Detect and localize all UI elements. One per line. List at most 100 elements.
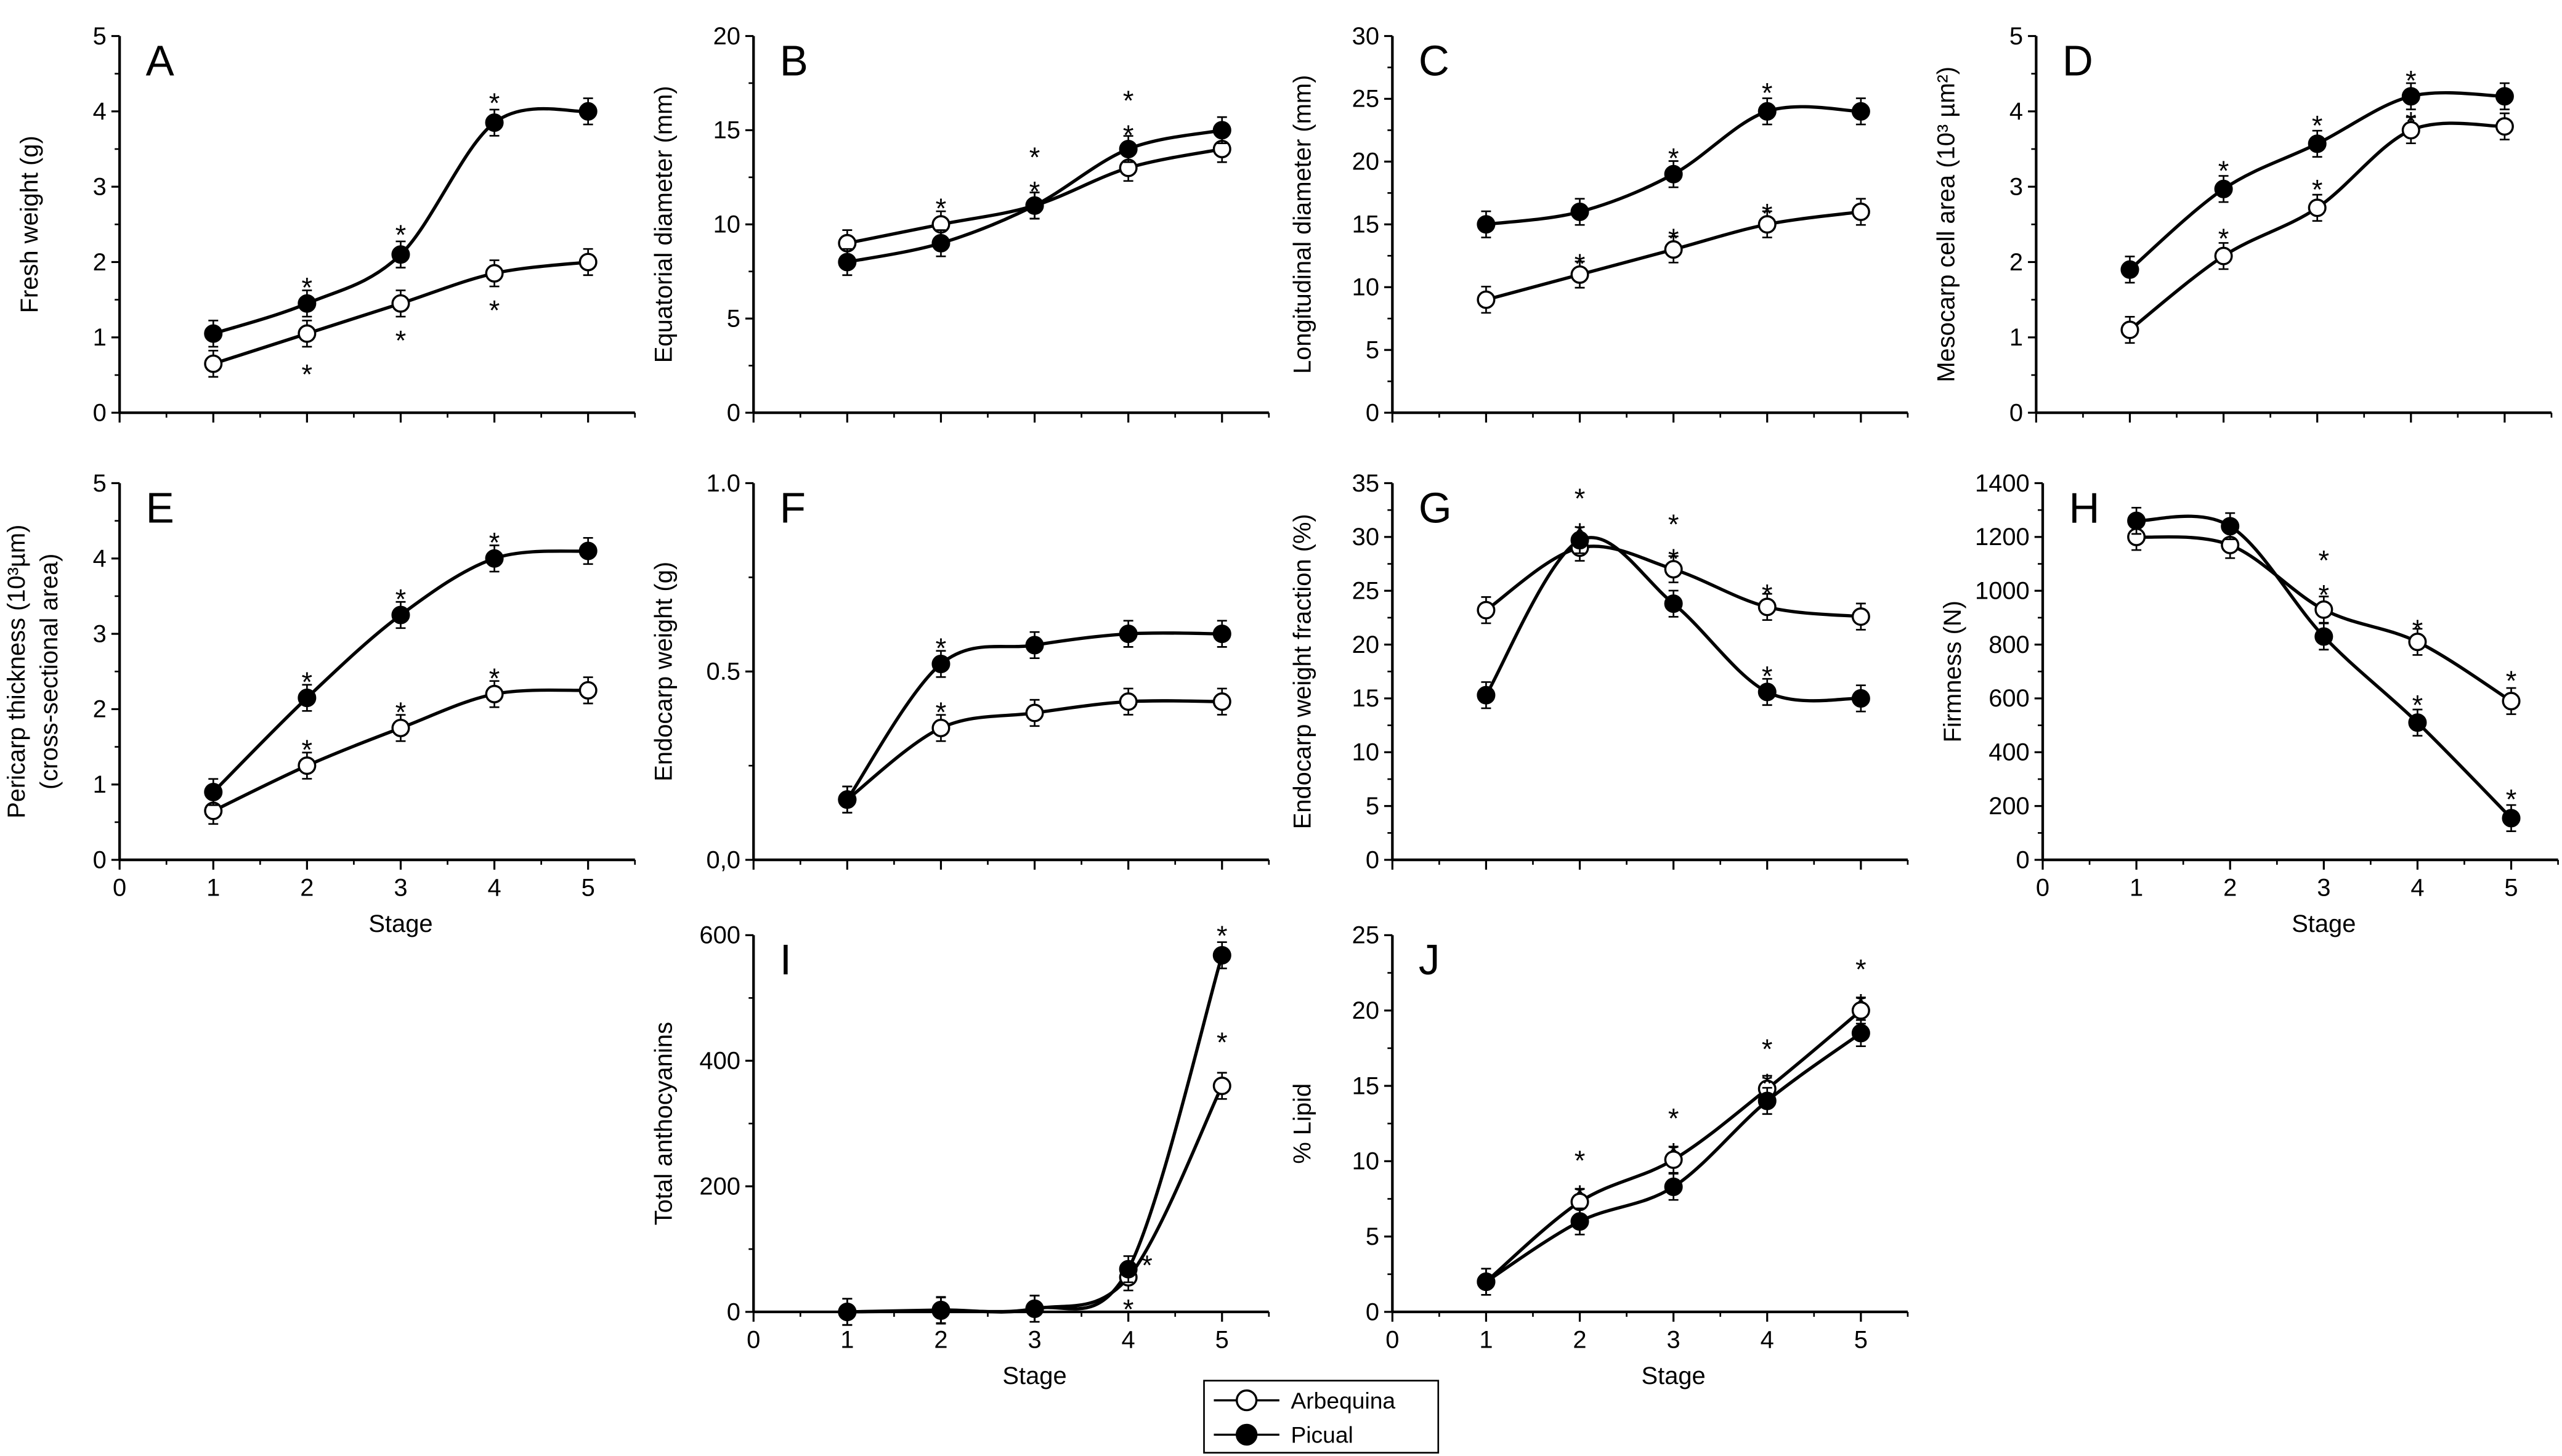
panel-label: D (2062, 36, 2093, 84)
data-point-picual (1119, 139, 1138, 159)
x-tick-label: 1 (1479, 1326, 1493, 1353)
panel-D: 0 1 2 3 4 5 Mesocarp cell area (10³ µm²) D * * * * *… (1932, 23, 2553, 426)
significance-marker: * (1029, 176, 1040, 208)
x-tick-label: 0 (2036, 875, 2049, 902)
significance-marker: * (302, 666, 313, 698)
data-point-picual (485, 113, 504, 132)
data-point-picual (1851, 1024, 1870, 1043)
y-tick-label: 15 (713, 117, 740, 144)
data-point-picual (298, 689, 317, 708)
panel-G: 0 5 10 15 20 25 30 35 Endocarp weight fraction (… (1289, 470, 1909, 873)
significance-marker: * (1668, 143, 1679, 174)
y-tick-label: 10 (1352, 739, 1379, 766)
y-axis-label: % Lipid (1289, 1083, 1316, 1164)
data-point-arbequina (298, 756, 317, 775)
y-tick-label: 5 (1366, 793, 1379, 820)
significance-marker: * (2218, 155, 2229, 187)
y-tick-label: 1 (93, 324, 107, 351)
y-tick-label: 400 (699, 1048, 740, 1075)
y-tick-label: 2 (2009, 249, 2023, 276)
panel-label: I (780, 936, 792, 984)
panel-I: 0 200 400 600 0 1 2 3 4 5 Stage Total anthocyanins I… (650, 920, 1270, 1389)
y-tick-label: 5 (93, 23, 107, 50)
data-point-picual (1119, 625, 1138, 644)
panel-C: 0 5 10 15 20 25 30 Longitudinal diameter (mm) C *… (1289, 23, 1909, 426)
panel-label: F (780, 483, 806, 532)
y-tick-label: 5 (1366, 1223, 1379, 1250)
data-point-picual (2408, 713, 2427, 732)
data-point-arbequina (1851, 202, 1870, 221)
significance-marker: * (1668, 1137, 1679, 1168)
data-point-picual (1664, 594, 1683, 613)
panel-label: C (1419, 36, 1449, 84)
significance-marker: * (936, 697, 947, 728)
significance-marker: * (1762, 198, 1773, 229)
legend-marker-arbequina (1235, 1389, 1258, 1412)
data-point-picual (1119, 1260, 1138, 1279)
data-point-arbequina (1757, 215, 1777, 234)
data-point-picual (1025, 196, 1044, 215)
y-tick-label: 0,0 (707, 846, 740, 873)
data-point-arbequina (1477, 290, 1496, 309)
x-tick-label: 1 (2130, 875, 2143, 902)
data-point-arbequina (1570, 265, 1589, 284)
y-tick-label: 800 (1988, 631, 2030, 658)
significance-marker: * (1668, 1103, 1679, 1134)
data-point-arbequina (1664, 1150, 1683, 1169)
x-axis-label: Stage (368, 910, 432, 937)
data-point-picual (1664, 164, 1683, 184)
significance-marker: * (2319, 579, 2330, 610)
y-tick-label: 0 (727, 1298, 740, 1325)
significance-marker: * (1668, 509, 1679, 540)
x-axis-label: Stage (1642, 1362, 1706, 1389)
y-tick-label: 3 (93, 173, 107, 200)
x-tick-label: 5 (2504, 875, 2518, 902)
data-point-picual (1570, 531, 1589, 550)
significance-marker: * (395, 219, 407, 251)
significance-marker: * (1575, 1145, 1586, 1176)
data-point-arbequina (1664, 560, 1683, 579)
data-point-picual (1570, 202, 1589, 221)
series-line-picual (1485, 536, 1862, 703)
y-tick-label: 0 (93, 846, 107, 873)
data-point-picual (1757, 102, 1777, 121)
significance-marker: * (302, 272, 313, 304)
data-point-picual (2314, 627, 2333, 646)
significance-marker: * (489, 294, 500, 326)
y-tick-label: 30 (1352, 524, 1379, 551)
data-point-picual (578, 541, 598, 560)
data-point-arbequina (1757, 597, 1777, 617)
data-point-picual (1851, 689, 1870, 708)
y-tick-label: 25 (1352, 922, 1379, 949)
data-point-arbequina (1119, 692, 1138, 711)
data-point-arbequina (2308, 198, 2327, 217)
data-point-arbequina (2401, 121, 2420, 140)
data-point-arbequina (578, 681, 598, 700)
y-tick-label: 20 (1352, 997, 1379, 1024)
y-tick-label: 2 (93, 696, 107, 723)
panel-F: 0,0 0.5 1.0 Endocarp weight (g) F * * (650, 470, 1270, 873)
data-point-picual (391, 605, 410, 625)
y-tick-label: 5 (93, 470, 107, 497)
significance-marker: * (1123, 1293, 1134, 1325)
x-tick-label: 0 (113, 875, 126, 902)
y-tick-label: 25 (1352, 577, 1379, 604)
y-tick-label: 30 (1352, 23, 1379, 50)
data-point-picual (931, 655, 951, 674)
data-point-arbequina (204, 354, 223, 373)
panel-A: 0 1 2 3 4 5 Fresh weight (g) A * * * * * * (16, 23, 636, 426)
data-point-arbequina (2120, 320, 2139, 339)
y-tick-label: 0.5 (707, 658, 740, 686)
y-tick-label: 15 (1352, 211, 1379, 238)
data-point-picual (1477, 1272, 1496, 1292)
x-tick-label: 2 (1573, 1326, 1586, 1353)
significance-marker: * (1762, 660, 1773, 692)
y-tick-label: 5 (1366, 336, 1379, 363)
significance-marker: * (1217, 920, 1228, 952)
data-point-picual (838, 253, 857, 272)
x-tick-label: 3 (2317, 875, 2330, 902)
significance-marker: * (1029, 142, 1040, 173)
data-point-arbequina (1212, 1077, 1231, 1096)
data-point-arbequina (1477, 601, 1496, 620)
